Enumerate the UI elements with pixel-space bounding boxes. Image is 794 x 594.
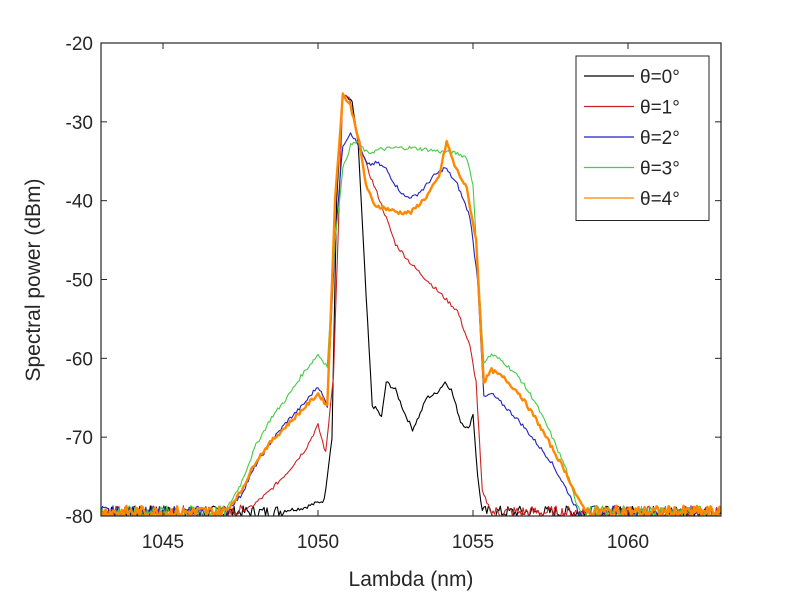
legend-label: θ=3° — [640, 159, 680, 180]
series-layer — [101, 92, 721, 516]
y-axis-label: Spectral power (dBm) — [22, 178, 45, 381]
legend-label: θ=4° — [640, 189, 680, 210]
legend-label: θ=1° — [640, 98, 680, 119]
y-tick-label: -40 — [66, 192, 93, 213]
y-tick-label: -70 — [66, 428, 93, 449]
y-axis: -80 -70 -60 -50 -40 -30 -20 — [66, 34, 721, 528]
x-tick-label: 1050 — [297, 532, 339, 553]
x-axis-label: Lambda (nm) — [349, 568, 474, 591]
y-tick-label: -20 — [66, 34, 93, 55]
legend-label: θ=0° — [640, 67, 680, 88]
x-tick-label: 1055 — [452, 532, 494, 553]
y-tick-label: -50 — [66, 271, 93, 292]
y-tick-label: -30 — [66, 113, 93, 134]
series-line-4 — [101, 92, 721, 516]
legend: θ=0° θ=1° θ=2° θ=3° θ=4° — [575, 55, 710, 221]
legend-label: θ=2° — [640, 128, 680, 149]
legend-box — [575, 55, 710, 221]
x-tick-label: 1060 — [607, 532, 649, 553]
series-line-3 — [101, 141, 721, 516]
y-tick-label: -80 — [66, 507, 93, 528]
y-tick-label: -60 — [66, 349, 93, 370]
x-tick-label: 1045 — [142, 532, 184, 553]
x-axis: 1045 1050 1055 1060 — [142, 43, 649, 553]
